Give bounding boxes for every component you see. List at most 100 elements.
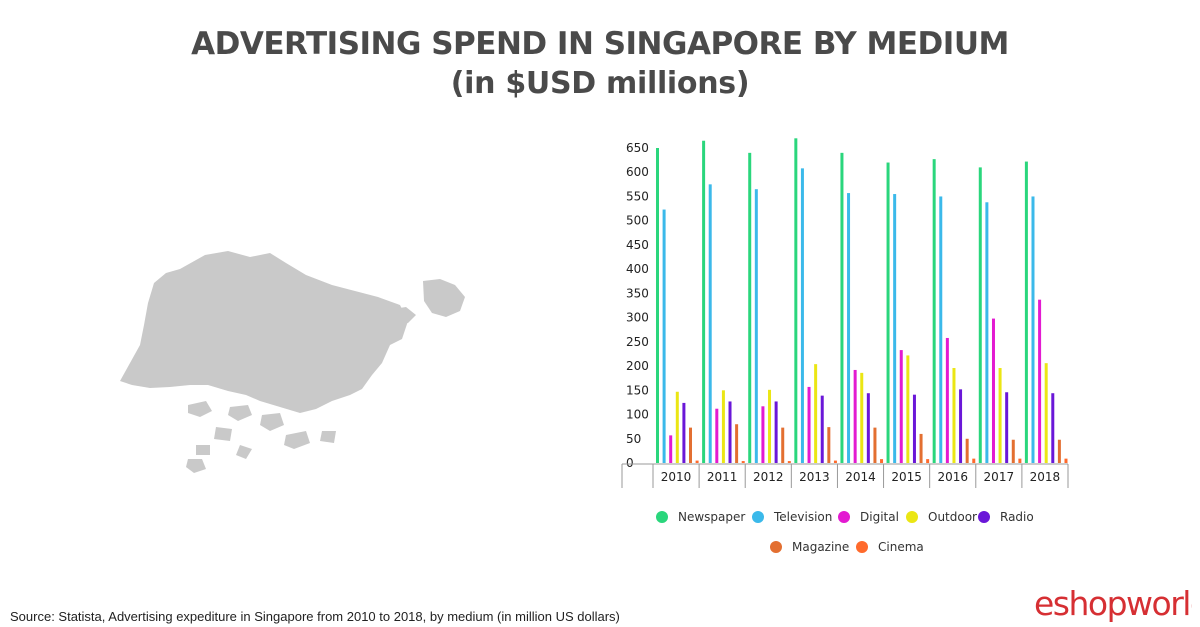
bar-magazine-2010 bbox=[689, 427, 692, 463]
bar-digital-2015 bbox=[899, 350, 903, 463]
y-tick-label: 350 bbox=[626, 286, 649, 300]
bar-digital-2017 bbox=[991, 318, 995, 463]
bar-cinema-2010 bbox=[695, 460, 699, 463]
bar-digital-2013 bbox=[807, 386, 811, 463]
bar-digital-2011 bbox=[715, 408, 719, 463]
bar-newspaper-2013 bbox=[794, 138, 798, 464]
bar-cinema-2012 bbox=[787, 461, 791, 463]
legend-label-television: Television bbox=[773, 510, 832, 524]
bar-outdoor-2015 bbox=[906, 355, 910, 463]
bar-cinema-2016 bbox=[972, 458, 976, 463]
bar-television-2011 bbox=[708, 184, 712, 463]
y-tick-label: 100 bbox=[626, 408, 649, 422]
legend: Newspaper Television Digital Outdoor Radio Ma… bbox=[656, 510, 1034, 554]
legend-label-newspaper: Newspaper bbox=[678, 510, 745, 524]
bar-television-2013 bbox=[800, 168, 804, 463]
bar-television-2014 bbox=[847, 193, 851, 464]
x-tick-label: 2018 bbox=[1030, 470, 1061, 484]
bar-digital-2012 bbox=[761, 406, 765, 463]
bar-cinema-2017 bbox=[1018, 458, 1022, 463]
y-tick-label: 500 bbox=[626, 214, 649, 228]
bar-outdoor-2012 bbox=[768, 389, 772, 463]
legend-label-magazine: Magazine bbox=[792, 540, 849, 554]
bar-outdoor-2011 bbox=[721, 390, 725, 463]
legend-swatch-television bbox=[752, 511, 764, 523]
bar-television-2015 bbox=[893, 194, 897, 463]
bar-radio-2018 bbox=[1051, 393, 1055, 463]
bar-outdoor-2014 bbox=[860, 372, 864, 463]
legend-swatch-radio bbox=[978, 511, 990, 523]
y-tick-label: 550 bbox=[626, 189, 649, 203]
bar-digital-2018 bbox=[1038, 299, 1042, 463]
x-tick-label: 2016 bbox=[937, 470, 968, 484]
legend-swatch-outdoor bbox=[906, 511, 918, 523]
bar-newspaper-2014 bbox=[840, 152, 844, 463]
bar-outdoor-2016 bbox=[952, 368, 956, 463]
bar-newspaper-2015 bbox=[886, 162, 890, 463]
bar-newspaper-2017 bbox=[978, 167, 982, 463]
bar-radio-2016 bbox=[959, 389, 963, 463]
bar-television-2010 bbox=[662, 209, 666, 463]
singapore-map bbox=[120, 251, 465, 473]
bar-outdoor-2017 bbox=[998, 368, 1002, 463]
bar-outdoor-2010 bbox=[675, 391, 679, 463]
bar-digital-2014 bbox=[853, 369, 857, 463]
bar-radio-2013 bbox=[820, 395, 824, 463]
bar-cinema-2015 bbox=[926, 459, 930, 463]
bar-television-2018 bbox=[1031, 196, 1035, 463]
bar-television-2012 bbox=[754, 189, 758, 463]
bar-television-2016 bbox=[939, 196, 943, 463]
bar-magazine-2016 bbox=[965, 438, 969, 463]
bar-newspaper-2016 bbox=[932, 159, 936, 463]
bar-cinema-2013 bbox=[833, 460, 837, 463]
x-tick-label: 2017 bbox=[984, 470, 1015, 484]
bar-magazine-2018 bbox=[1057, 439, 1061, 463]
legend-swatch-digital bbox=[838, 511, 850, 523]
bar-magazine-2012 bbox=[781, 427, 785, 463]
x-axis: 2010 2011 2012 2013 2014 2015 2016 2017 2018 bbox=[621, 463, 1069, 488]
bar-magazine-2014 bbox=[873, 427, 877, 463]
bar-newspaper-2010 bbox=[656, 148, 659, 463]
x-tick-label: 2011 bbox=[707, 470, 738, 484]
bar-radio-2014 bbox=[866, 393, 870, 463]
y-tick-label: 250 bbox=[626, 335, 649, 349]
y-axis: 0 50 100 150 200 250 300 350 400 450 500 550 600 650 bbox=[626, 141, 649, 470]
bar-magazine-2011 bbox=[735, 424, 739, 463]
bar-cinema-2014 bbox=[880, 459, 884, 463]
y-tick-label: 650 bbox=[626, 141, 649, 155]
y-tick-label: 450 bbox=[626, 238, 649, 252]
x-tick-label: 2013 bbox=[799, 470, 830, 484]
y-tick-label: 600 bbox=[626, 165, 649, 179]
bar-newspaper-2011 bbox=[702, 140, 706, 463]
y-tick-label: 300 bbox=[626, 311, 649, 325]
bar-series bbox=[656, 138, 1068, 464]
legend-swatch-newspaper bbox=[656, 511, 668, 523]
bar-television-2017 bbox=[985, 202, 989, 463]
bar-newspaper-2012 bbox=[748, 152, 752, 463]
legend-label-cinema: Cinema bbox=[878, 540, 924, 554]
eshopworld-logo: eshopworld bbox=[1034, 584, 1192, 623]
y-tick-label: 150 bbox=[626, 383, 649, 397]
bar-magazine-2013 bbox=[827, 427, 831, 463]
legend-swatch-cinema bbox=[856, 541, 868, 553]
x-tick-label: 2014 bbox=[845, 470, 876, 484]
bar-radio-2012 bbox=[774, 401, 778, 463]
bar-radio-2017 bbox=[1005, 392, 1009, 463]
bar-newspaper-2018 bbox=[1024, 161, 1028, 464]
y-tick-label: 200 bbox=[626, 359, 649, 373]
bar-cinema-2011 bbox=[741, 461, 745, 463]
legend-swatch-magazine bbox=[770, 541, 782, 553]
source-note: Source: Statista, Advertising expediture… bbox=[10, 609, 620, 624]
bar-digital-2010 bbox=[669, 435, 673, 463]
legend-label-radio: Radio bbox=[1000, 510, 1034, 524]
bar-cinema-2018 bbox=[1064, 458, 1068, 463]
y-tick-label: 50 bbox=[626, 432, 641, 446]
bar-radio-2015 bbox=[912, 394, 916, 463]
y-tick-label: 400 bbox=[626, 262, 649, 276]
chart-subtitle: (in $USD millions) bbox=[450, 66, 750, 101]
legend-label-outdoor: Outdoor bbox=[928, 510, 977, 524]
x-tick-label: 2015 bbox=[891, 470, 922, 484]
y-tick-label: 0 bbox=[626, 456, 634, 470]
bar-outdoor-2018 bbox=[1044, 363, 1048, 463]
bar-digital-2016 bbox=[945, 337, 949, 463]
